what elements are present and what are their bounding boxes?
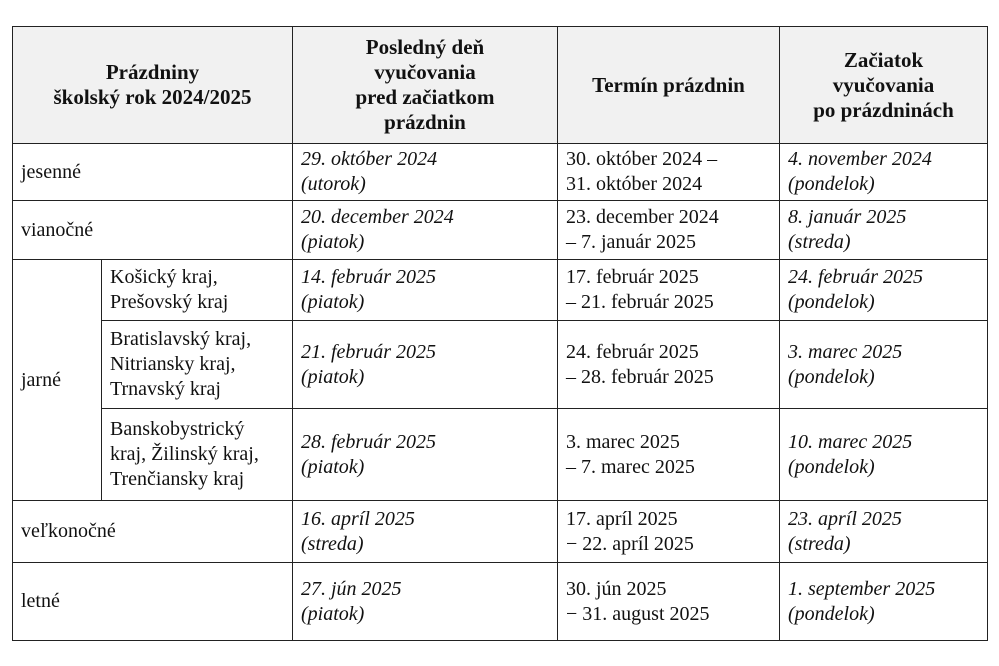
holiday-name: letné <box>12 562 293 641</box>
header-row: Prázdniny školský rok 2024/2025 Posledný… <box>12 26 988 144</box>
last-day-cell: 29. október 2024 (utorok) <box>292 143 558 201</box>
region-cell: Košický kraj, Prešovský kraj <box>101 259 293 321</box>
table-row: Banskobystrický kraj, Žilinský kraj, Tre… <box>13 408 988 501</box>
start-cell: 24. február 2025 (pondelok) <box>779 259 988 321</box>
term-cell: 17. apríl 2025 − 22. apríl 2025 <box>557 500 780 563</box>
region-cell: Banskobystrický kraj, Žilinský kraj, Tre… <box>101 408 293 501</box>
holiday-name: jarné <box>12 259 102 501</box>
school-holidays-table: Prázdniny školský rok 2024/2025 Posledný… <box>12 26 988 641</box>
holiday-name: jesenné <box>12 143 293 201</box>
table-row: veľkonočné 16. apríl 2025 (streda) 17. a… <box>12 500 988 563</box>
last-day-cell: 14. február 2025 (piatok) <box>292 259 558 321</box>
term-cell: 24. február 2025 – 28. február 2025 <box>557 320 780 409</box>
holiday-name: vianočné <box>12 200 293 260</box>
last-day-cell: 28. február 2025 (piatok) <box>292 408 558 501</box>
last-day-cell: 16. apríl 2025 (streda) <box>292 500 558 563</box>
term-cell: 30. jún 2025 − 31. august 2025 <box>557 562 780 641</box>
header-start: Začiatok vyučovania po prázdninách <box>779 26 988 144</box>
header-holidays: Prázdniny školský rok 2024/2025 <box>12 26 293 144</box>
last-day-cell: 21. február 2025 (piatok) <box>292 320 558 409</box>
term-cell: 3. marec 2025 – 7. marec 2025 <box>557 408 780 501</box>
header-term: Termín prázdnin <box>557 26 780 144</box>
start-cell: 3. marec 2025 (pondelok) <box>779 320 988 409</box>
start-cell: 23. apríl 2025 (streda) <box>779 500 988 563</box>
header-last-day: Posledný deň vyučovania pred začiatkom p… <box>292 26 558 144</box>
holiday-name: veľkonočné <box>12 500 293 563</box>
term-cell: 30. október 2024 – 31. október 2024 <box>557 143 780 201</box>
start-cell: 10. marec 2025 (pondelok) <box>779 408 988 501</box>
last-day-cell: 20. december 2024 (piatok) <box>292 200 558 260</box>
table-row: jarné Košický kraj, Prešovský kraj 14. f… <box>12 259 988 501</box>
start-cell: 4. november 2024 (pondelok) <box>779 143 988 201</box>
term-cell: 23. december 2024 – 7. január 2025 <box>557 200 780 260</box>
table-row: vianočné 20. december 2024 (piatok) 23. … <box>12 200 988 260</box>
table-row: Bratislavský kraj, Nitriansky kraj, Trna… <box>13 320 988 409</box>
start-cell: 1. september 2025 (pondelok) <box>779 562 988 641</box>
region-cell: Bratislavský kraj, Nitriansky kraj, Trna… <box>101 320 293 409</box>
term-cell: 17. február 2025 – 21. február 2025 <box>557 259 780 321</box>
table-row: letné 27. jún 2025 (piatok) 30. jún 2025… <box>12 562 988 641</box>
table-row: jesenné 29. október 2024 (utorok) 30. ok… <box>12 143 988 201</box>
start-cell: 8. január 2025 (streda) <box>779 200 988 260</box>
holiday-table-wrapper: Prázdniny školský rok 2024/2025 Posledný… <box>12 26 988 641</box>
last-day-cell: 27. jún 2025 (piatok) <box>292 562 558 641</box>
